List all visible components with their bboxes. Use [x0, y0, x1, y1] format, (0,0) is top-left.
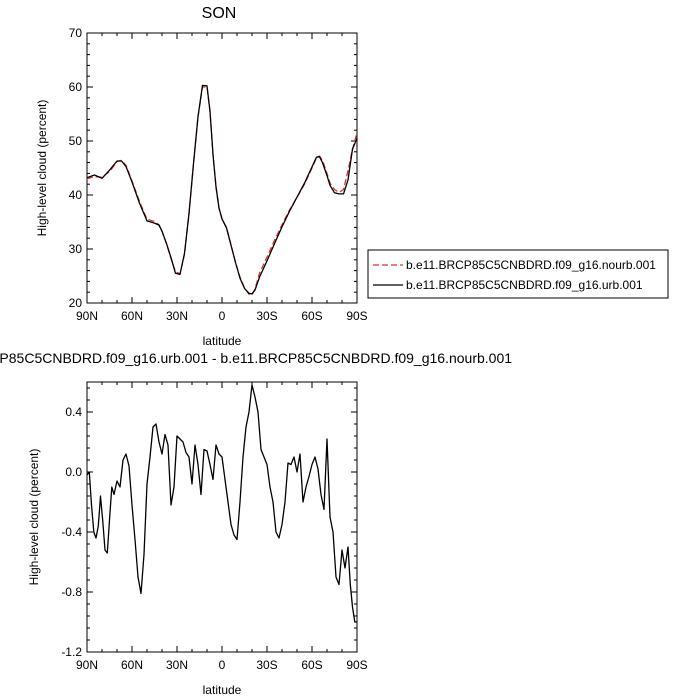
y-tick-label: 20 — [69, 296, 83, 310]
top-axis-ticks — [86, 32, 358, 304]
top-series-line-1 — [86, 84, 358, 295]
x-tick-label: 0 — [219, 658, 226, 672]
bottom-y-axis-label: High-level cloud (percent) — [27, 449, 41, 586]
x-tick-label: 60N — [121, 309, 143, 323]
top-chart-title: SON — [202, 5, 237, 22]
bottom-y-tick-labels: -1.2 -0.8 -0.4 0.0 0.4 — [61, 405, 82, 659]
top-plot-frame — [86, 32, 358, 304]
x-tick-label: 90S — [346, 658, 367, 672]
legend-label-urb: b.e11.BRCP85C5CNBDRD.f09_g16.urb.001 — [406, 278, 643, 292]
legend-label-nourb: b.e11.BRCP85C5CNBDRD.f09_g16.nourb.001 — [406, 258, 656, 272]
top-y-axis-label: High-level cloud (percent) — [35, 100, 49, 237]
top-series-line-0 — [86, 86, 358, 296]
x-tick-label: 30N — [166, 658, 188, 672]
y-tick-label: 0.0 — [65, 465, 82, 479]
top-x-axis-label: latitude — [203, 334, 242, 348]
legend: b.e11.BRCP85C5CNBDRD.f09_g16.nourb.001 b… — [367, 249, 669, 299]
y-tick-label: 0.4 — [65, 405, 82, 419]
bottom-x-axis-label: latitude — [203, 683, 242, 697]
x-tick-label: 60S — [301, 658, 322, 672]
bottom-axis-ticks — [86, 382, 358, 653]
y-tick-label: -0.4 — [61, 525, 82, 539]
x-tick-label: 30N — [166, 309, 188, 323]
legend-box — [367, 249, 669, 299]
bottom-plot-frame — [86, 381, 358, 653]
x-tick-label: 0 — [219, 309, 226, 323]
x-tick-label: 90N — [76, 658, 98, 672]
top-x-tick-labels: 90N 60N 30N 0 30S 60S 90S — [76, 309, 368, 323]
top-chart-panel: SON 90N 60N 30N 0 30S 60S 90S 20 30 40 50 60 70 lat… — [35, 5, 368, 348]
x-tick-label: 60S — [301, 309, 322, 323]
x-tick-label: 60N — [121, 658, 143, 672]
bottom-series-lines — [86, 384, 357, 623]
bottom-chart-title: b.e11.BRCP85C5CNBDRD.f09_g16.urb.001 - b… — [0, 350, 512, 366]
y-tick-label: 30 — [69, 242, 83, 256]
y-tick-label: 70 — [69, 26, 83, 40]
x-tick-label: 30S — [256, 309, 277, 323]
y-tick-label: 50 — [69, 134, 83, 148]
x-tick-label: 90S — [346, 309, 367, 323]
top-y-tick-labels: 20 30 40 50 60 70 — [69, 26, 83, 310]
bottom-series-line-0 — [86, 384, 357, 623]
top-series-lines — [86, 84, 358, 296]
x-tick-label: 90N — [76, 309, 98, 323]
bottom-chart-panel: b.e11.BRCP85C5CNBDRD.f09_g16.urb.001 - b… — [0, 350, 512, 697]
bottom-x-tick-labels: 90N 60N 30N 0 30S 60S 90S — [76, 658, 368, 672]
y-tick-label: 40 — [69, 188, 83, 202]
x-tick-label: 30S — [256, 658, 277, 672]
y-tick-label: 60 — [69, 80, 83, 94]
y-tick-label: -0.8 — [61, 585, 82, 599]
y-tick-label: -1.2 — [61, 645, 82, 659]
